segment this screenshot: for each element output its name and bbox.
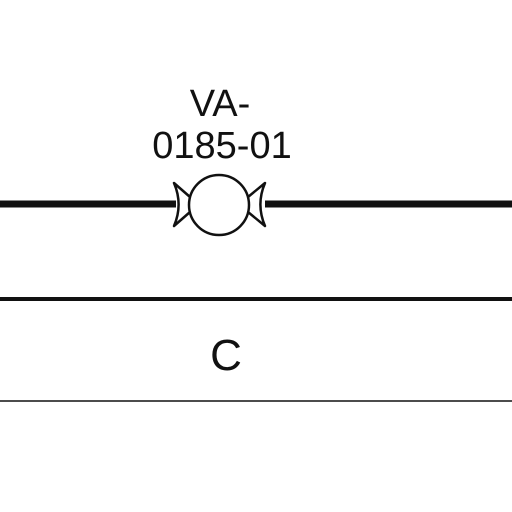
- row-label-c: C: [210, 331, 242, 380]
- valve-tag-line-2: 0185-01: [152, 125, 291, 167]
- valve-tag-line-1: VA-: [190, 83, 251, 125]
- ball-valve-icon[interactable]: [172, 173, 267, 237]
